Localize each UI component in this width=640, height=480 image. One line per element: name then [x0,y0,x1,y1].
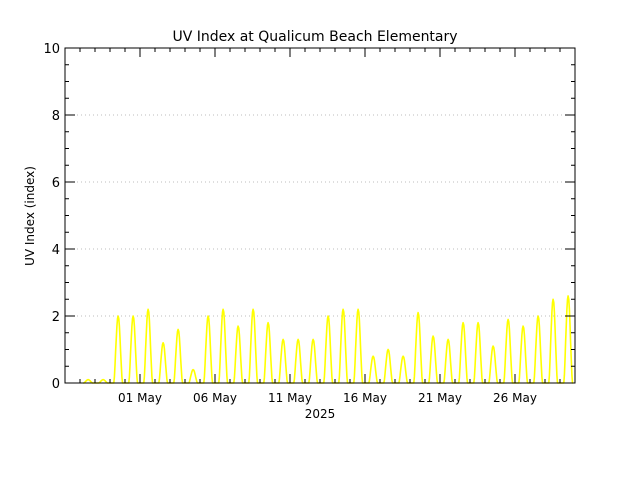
uv-series [83,295,574,384]
axis-ticks [65,47,575,384]
plot-axes [64,47,576,384]
chart-title: UV Index at Qualicum Beach Elementary [172,29,457,45]
gridlines [65,114,575,317]
y-axis-label: UV Index (index) [23,166,37,266]
x-tick-label: 21 May [418,391,462,405]
uv-series-line [83,295,574,384]
y-tick-label: 6 [52,176,60,191]
y-tick-label: 4 [52,243,60,258]
y-tick-label: 10 [43,42,60,57]
y-tick-label: 8 [52,109,60,124]
x-tick-labels: 01 May 06 May 11 May 16 May 21 May 26 May [118,391,537,405]
x-axis-label: 2025 [305,407,336,421]
x-tick-label: 01 May [118,391,162,405]
x-tick-label: 11 May [268,391,312,405]
x-tick-label: 26 May [493,391,537,405]
x-tick-label: 06 May [193,391,237,405]
x-tick-label: 16 May [343,391,387,405]
y-tick-label: 2 [52,310,60,325]
y-tick-labels: 0 2 4 6 8 10 [43,42,60,392]
y-tick-label: 0 [52,377,60,392]
plot-frame [64,47,576,384]
